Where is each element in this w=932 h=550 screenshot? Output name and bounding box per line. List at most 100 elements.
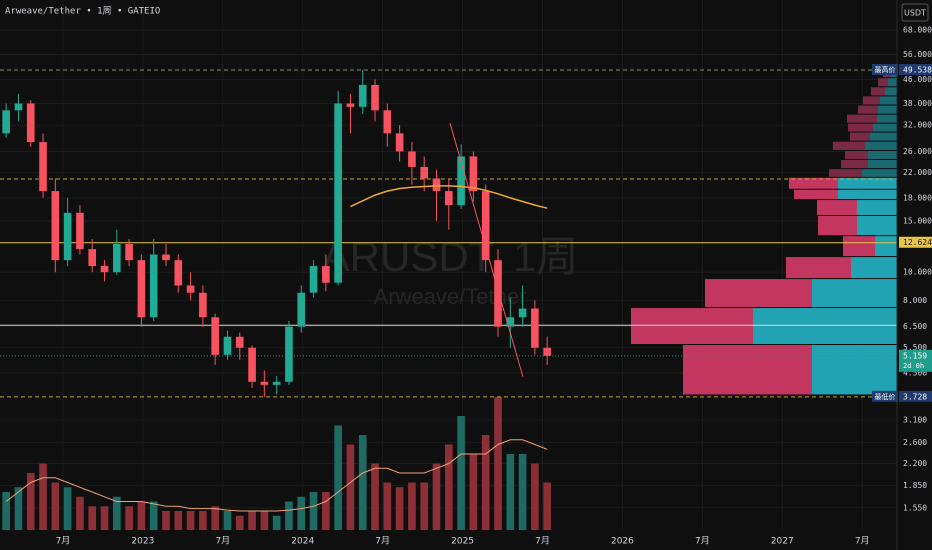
volume-bar [39, 463, 47, 530]
volume-bar [223, 511, 232, 530]
candle-body [272, 381, 281, 385]
profile-down [631, 308, 753, 345]
x-tick-label: 7月 [695, 536, 710, 547]
level-name: 最低价 [875, 392, 896, 401]
candle-body [481, 191, 490, 261]
volume-bar [260, 511, 269, 530]
profile-down [794, 189, 838, 200]
profile-up [838, 189, 897, 200]
candle-body [358, 84, 367, 107]
x-tick-label: 7月 [56, 536, 71, 547]
profile-down [705, 279, 812, 308]
candle-body [285, 326, 293, 382]
x-tick-label: 7月 [375, 536, 390, 547]
candle-body [162, 254, 170, 261]
profile-up [877, 114, 897, 123]
y-tick-label: 18.000 [903, 193, 932, 202]
watermark: ARUSDT, 1周 [322, 233, 579, 280]
profile-up [851, 257, 897, 279]
volume-bar [162, 511, 170, 530]
volume-bar [506, 454, 515, 530]
candle-body [260, 381, 269, 385]
candle-body [235, 336, 244, 348]
price-tag-label: 3.728 [903, 392, 927, 401]
volume-bar [149, 501, 158, 530]
candle-body [371, 84, 379, 111]
profile-up [865, 141, 897, 150]
candle-body [494, 260, 502, 327]
candle-body [457, 156, 465, 206]
profile-up [862, 169, 897, 177]
candle-body [420, 166, 429, 179]
volume-bar [371, 463, 379, 530]
volume-bar [186, 511, 195, 530]
candle-body [395, 133, 404, 152]
volume-bar [494, 397, 502, 530]
profile-up [838, 177, 897, 189]
candle-body [531, 308, 539, 348]
volume-bar [137, 501, 146, 530]
profile-down [841, 159, 868, 169]
y-tick-label: 1.550 [903, 503, 927, 512]
level-name: 最高价 [875, 65, 896, 74]
volume-bar [297, 496, 306, 530]
y-tick-label: 2.600 [903, 438, 927, 447]
y-tick-label: 8.000 [903, 296, 927, 305]
volume-bar [211, 506, 219, 530]
price-tag [899, 236, 932, 248]
y-tick-label: 15.000 [903, 216, 932, 225]
candle-body [199, 292, 207, 318]
y-tick-label: 1.850 [903, 481, 927, 490]
currency: USDT [904, 9, 926, 18]
price-tag-label: 49.538 [903, 65, 932, 74]
volume-bar [309, 492, 318, 530]
candle-body [346, 103, 355, 107]
price-tag [899, 390, 932, 402]
x-tick-label: 7月 [215, 536, 230, 547]
countdown: 2d 0h [903, 362, 924, 370]
volume-bar [395, 487, 404, 530]
candle-body [2, 110, 10, 134]
y-tick-label: 56.000 [903, 50, 932, 59]
volume-bar [88, 506, 97, 530]
profile-down [878, 78, 888, 87]
x-tick-label: 2023 [131, 537, 154, 547]
candle-body [334, 103, 342, 283]
profile-down [845, 150, 868, 159]
profile-down [683, 345, 812, 395]
profile-up [875, 236, 897, 257]
y-tick-label: 68.000 [903, 25, 932, 34]
profile-down [818, 216, 857, 236]
currency-box[interactable] [901, 3, 929, 22]
volume-bar [543, 482, 551, 530]
candle-body [39, 142, 47, 192]
volume-bar [174, 511, 183, 530]
chart-title: Arweave/Tether • 1周 • GATEIO [5, 6, 160, 17]
profile-up [857, 200, 897, 216]
candle-body [137, 260, 146, 318]
y-tick-label: 38.000 [903, 99, 932, 108]
volume-bar [248, 511, 256, 530]
profile-up [868, 159, 897, 169]
candle-body [186, 285, 195, 293]
candle-body [408, 151, 416, 167]
x-tick-label: 7月 [535, 536, 550, 547]
volume-bar [432, 463, 441, 530]
volume-bar [76, 496, 84, 530]
candle-body [174, 260, 183, 286]
axis: 68.000 56.000 46.000 38.000 32.000 26.000 22.0… [56, 25, 932, 547]
volume-bar [334, 425, 342, 530]
profile-down [789, 177, 838, 189]
profile-up [880, 96, 897, 105]
y-tick-label: 3.100 [903, 416, 927, 425]
volume-bar [518, 454, 527, 530]
watermark-subtitle: Arweave/Tether [374, 284, 527, 309]
y-tick-label: 4.500 [903, 369, 927, 378]
x-tick-label: 2027 [771, 537, 794, 547]
profile-down [829, 169, 862, 177]
price-tag [899, 349, 932, 372]
volume-bar [444, 444, 453, 530]
profile-up [812, 279, 897, 308]
profile-up [870, 132, 897, 141]
candle-body [309, 266, 318, 293]
